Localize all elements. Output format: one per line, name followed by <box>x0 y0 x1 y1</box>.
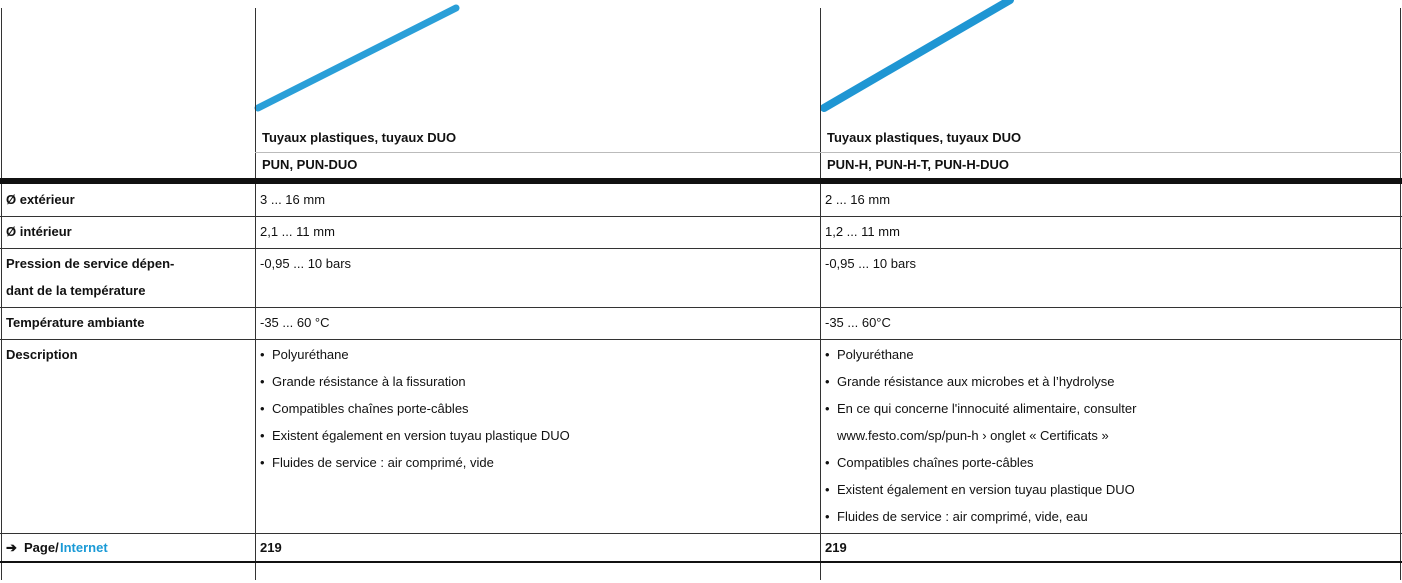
bullet-text: Compatibles chaînes porte-câbles <box>272 401 469 416</box>
row-label: Pression de service dépen- <box>6 256 175 271</box>
row-line <box>0 307 1402 308</box>
bullet-text: Polyuréthane <box>837 347 914 362</box>
bullet-text: Existent également en version tuyau plas… <box>837 482 1135 497</box>
bullet-text: Grande résistance aux microbes et à l’hy… <box>837 374 1115 389</box>
cell-value: -0,95 ... 10 bars <box>825 256 917 271</box>
row-label: dant de la température <box>6 283 146 298</box>
bullet: • <box>825 509 830 524</box>
bullet: • <box>260 347 265 362</box>
cell-value: -0,95 ... 10 bars <box>260 256 352 271</box>
cell-value: 3 ... 16 mm <box>260 192 326 207</box>
footer-value: 219 <box>260 540 282 555</box>
row-line <box>0 339 1402 340</box>
border <box>820 8 821 580</box>
bullet: • <box>825 455 830 470</box>
cell-value: -35 ... 60°C <box>825 315 891 330</box>
row-label: Température ambiante <box>6 315 145 330</box>
bottom-rule <box>0 561 1402 563</box>
row-line <box>0 533 1402 534</box>
row-label: Ø intérieur <box>6 224 72 239</box>
cell-value: 2 ... 16 mm <box>825 192 891 207</box>
border <box>255 8 256 580</box>
tube-image <box>820 0 1014 112</box>
bullet-text: www.festo.com/sp/pun-h › onglet « Certif… <box>837 428 1109 443</box>
row-label: Description <box>6 347 78 362</box>
bullet: • <box>825 347 830 362</box>
row-line <box>0 248 1402 249</box>
product-code: PUN, PUN-DUO <box>262 157 358 172</box>
bullet: • <box>260 374 265 389</box>
bullet-text: Grande résistance à la fissuration <box>272 374 466 389</box>
border <box>1400 8 1401 580</box>
footer-page: Page/ <box>24 540 59 555</box>
product-images <box>254 0 1014 112</box>
bullet-text: Fluides de service : air comprimé, vide,… <box>837 509 1088 524</box>
border <box>1 8 2 580</box>
cell-value: 1,2 ... 11 mm <box>825 224 900 239</box>
row-line <box>0 216 1402 217</box>
bullet-text: Existent également en version tuyau plas… <box>272 428 570 443</box>
bullet-text: Polyuréthane <box>272 347 349 362</box>
cell-value: 2,1 ... 11 mm <box>260 224 335 239</box>
bullet: • <box>260 401 265 416</box>
cell-value: -35 ... 60 °C <box>260 315 330 330</box>
bullet: • <box>825 401 830 416</box>
separator <box>255 152 820 153</box>
bullet: • <box>260 455 265 470</box>
bullet-text: En ce qui concerne l'innocuité alimentai… <box>837 401 1137 416</box>
row-label: Ø extérieur <box>6 192 75 207</box>
footer-arrow: ➔ <box>6 540 17 555</box>
bullet: • <box>825 482 830 497</box>
bullet-text: Compatibles chaînes porte-câbles <box>837 455 1034 470</box>
header-rule <box>0 178 1402 184</box>
product-name: Tuyaux plastiques, tuyaux DUO <box>262 130 457 145</box>
product-name: Tuyaux plastiques, tuyaux DUO <box>827 130 1022 145</box>
tube-image <box>254 4 460 112</box>
footer-internet: Internet <box>60 540 108 555</box>
bullet: • <box>825 374 830 389</box>
bullet: • <box>260 428 265 443</box>
bullet-text: Fluides de service : air comprimé, vide <box>272 455 494 470</box>
product-code: PUN-H, PUN-H-T, PUN-H-DUO <box>827 157 1009 172</box>
separator <box>820 152 1402 153</box>
footer-value: 219 <box>825 540 847 555</box>
